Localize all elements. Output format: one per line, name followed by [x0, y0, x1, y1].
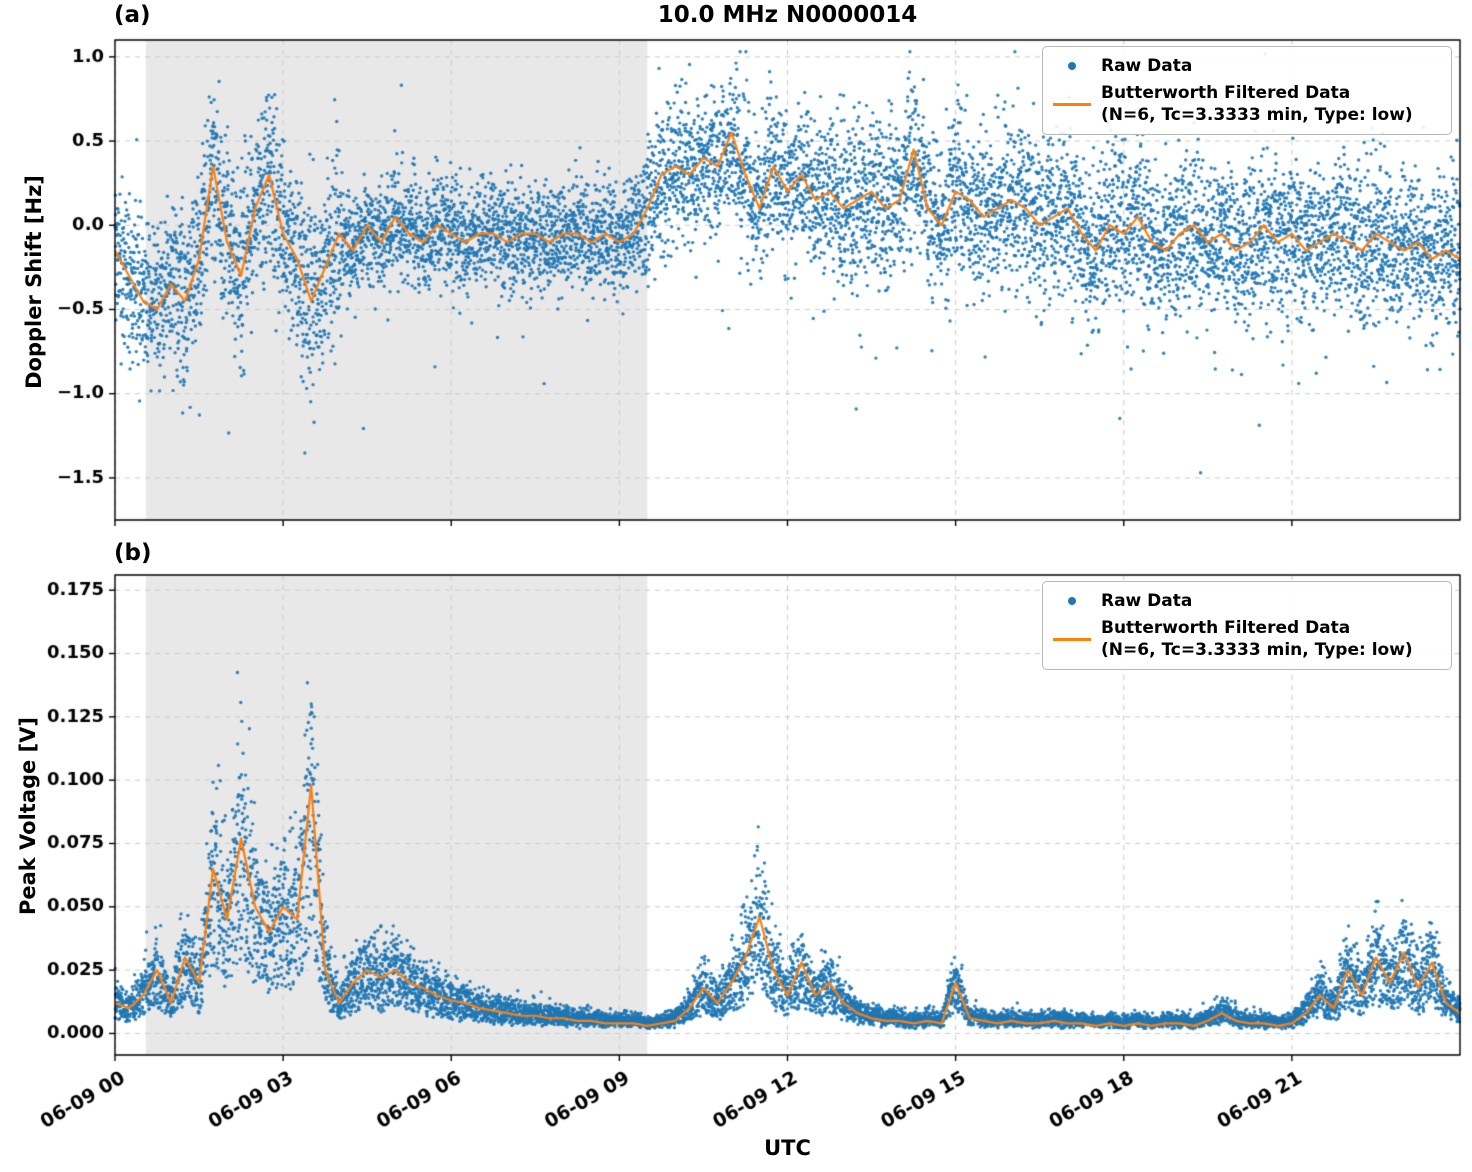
filtered-line-icon: [1053, 102, 1091, 106]
legend-raw-entry: Raw Data: [1053, 590, 1441, 612]
filtered-line-icon: [1053, 637, 1091, 641]
legend-raw-label: Raw Data: [1101, 591, 1193, 611]
raw-marker-icon: [1053, 597, 1091, 606]
legend-panel-b: Raw Data Butterworth Filtered Data (N=6,…: [1042, 581, 1452, 671]
raw-marker-icon: [1053, 62, 1091, 71]
x-axis-label: UTC: [764, 1136, 811, 1160]
legend-filtered-label: Butterworth Filtered Data (N=6, Tc=3.333…: [1101, 83, 1413, 126]
panel-label-b: (b): [114, 540, 152, 566]
panel-label-a: (a): [114, 2, 151, 28]
legend-panel-a: Raw Data Butterworth Filtered Data (N=6,…: [1042, 46, 1452, 136]
legend-raw-label: Raw Data: [1101, 56, 1193, 76]
y-axis-label-voltage: Peak Voltage [V]: [16, 716, 40, 916]
legend-filtered-entry: Butterworth Filtered Data (N=6, Tc=3.333…: [1053, 82, 1441, 126]
legend-raw-entry: Raw Data: [1053, 55, 1441, 77]
y-axis-label-doppler: Doppler Shift [Hz]: [22, 175, 46, 389]
legend-filtered-label: Butterworth Filtered Data (N=6, Tc=3.333…: [1101, 618, 1413, 661]
legend-filtered-entry: Butterworth Filtered Data (N=6, Tc=3.333…: [1053, 617, 1441, 661]
chart-title: 10.0 MHz N0000014: [657, 2, 918, 28]
